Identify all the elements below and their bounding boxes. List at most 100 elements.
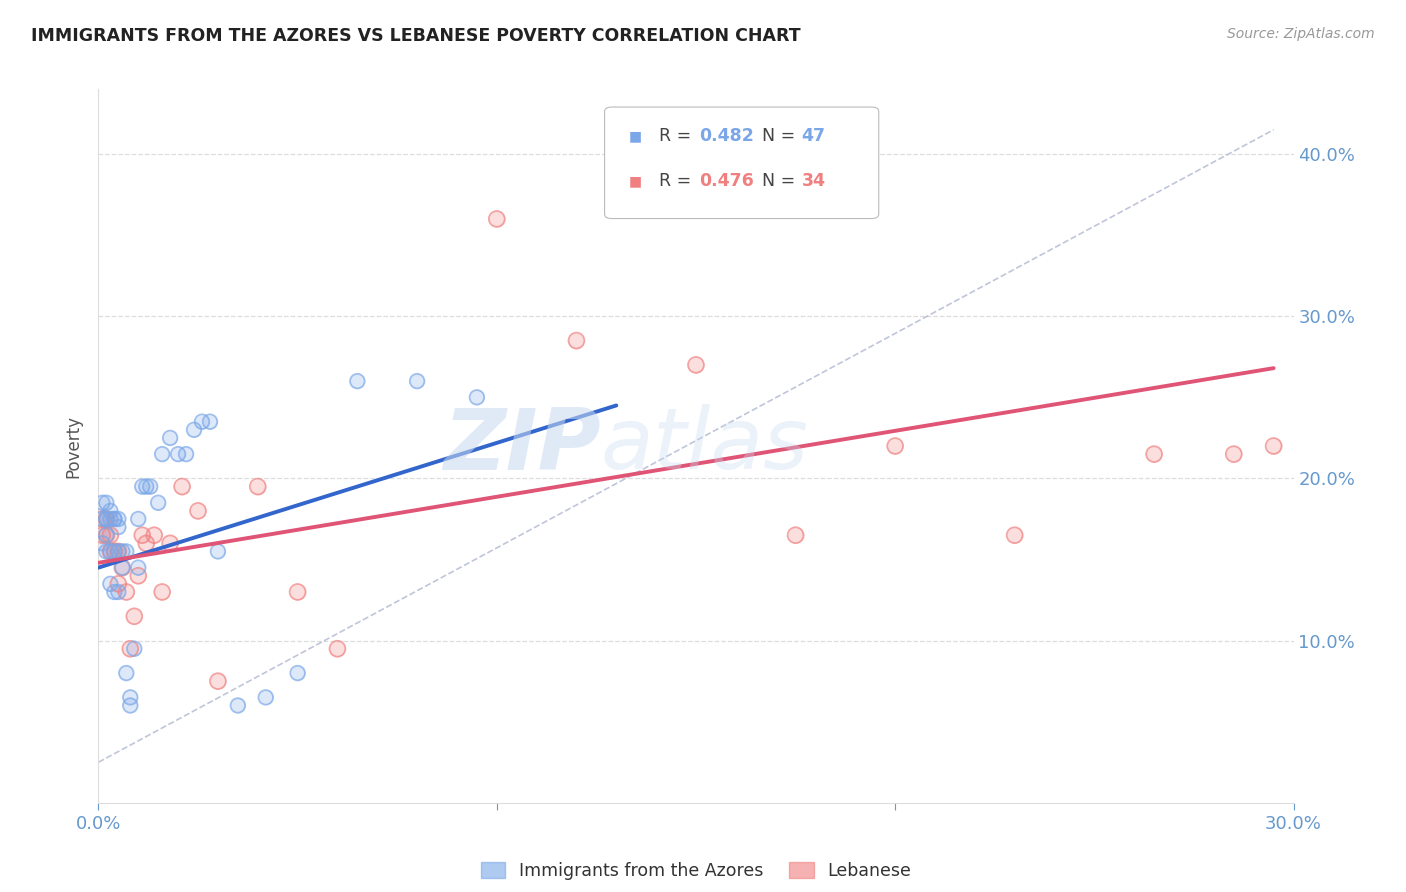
- Point: [127, 560, 149, 574]
- Text: atlas: atlas: [600, 404, 808, 488]
- Point: [100, 512, 122, 526]
- Point: [100, 504, 122, 518]
- Point: [96, 512, 118, 526]
- Point: [685, 358, 707, 372]
- Legend: Immigrants from the Azores, Lebanese: Immigrants from the Azores, Lebanese: [474, 855, 918, 887]
- Point: [150, 447, 173, 461]
- Text: Source: ZipAtlas.com: Source: ZipAtlas.com: [1227, 27, 1375, 41]
- Point: [131, 479, 153, 493]
- Point: [139, 479, 162, 493]
- Point: [143, 528, 166, 542]
- Point: [226, 698, 249, 713]
- Point: [187, 504, 209, 518]
- Point: [91, 512, 114, 526]
- Point: [100, 577, 122, 591]
- Point: [91, 496, 114, 510]
- Point: [103, 512, 125, 526]
- Point: [183, 423, 205, 437]
- Point: [124, 641, 146, 656]
- Point: [100, 544, 122, 558]
- Point: [127, 560, 149, 574]
- Point: [103, 544, 125, 558]
- Point: [191, 415, 214, 429]
- Point: [91, 512, 114, 526]
- Point: [103, 512, 125, 526]
- Point: [111, 560, 134, 574]
- Point: [96, 528, 118, 542]
- Point: [207, 544, 229, 558]
- Point: [96, 496, 118, 510]
- Point: [346, 374, 368, 388]
- Point: [100, 512, 122, 526]
- Point: [103, 544, 125, 558]
- Point: [1263, 439, 1285, 453]
- Point: [107, 585, 129, 599]
- Point: [183, 423, 205, 437]
- Point: [191, 415, 214, 429]
- Point: [127, 512, 149, 526]
- Point: [1222, 447, 1246, 461]
- Point: [131, 528, 153, 542]
- Point: [135, 479, 157, 493]
- Point: [287, 666, 309, 681]
- Point: [785, 528, 807, 542]
- Point: [287, 666, 309, 681]
- Point: [107, 585, 129, 599]
- Point: [96, 512, 118, 526]
- Point: [785, 528, 807, 542]
- Point: [115, 585, 138, 599]
- Point: [127, 512, 149, 526]
- Point: [485, 211, 508, 226]
- Point: [465, 390, 488, 404]
- Point: [103, 585, 125, 599]
- Point: [187, 504, 209, 518]
- Point: [91, 536, 114, 550]
- Point: [107, 512, 129, 526]
- Text: R =: R =: [659, 128, 697, 145]
- Point: [150, 447, 173, 461]
- Point: [115, 666, 138, 681]
- Text: ■: ■: [628, 174, 641, 188]
- Point: [226, 698, 249, 713]
- Point: [485, 211, 508, 226]
- Point: [198, 415, 221, 429]
- Point: [287, 585, 309, 599]
- Point: [100, 528, 122, 542]
- Point: [100, 544, 122, 558]
- Point: [111, 544, 134, 558]
- Point: [207, 674, 229, 689]
- Point: [107, 544, 129, 558]
- Point: [1143, 447, 1166, 461]
- Point: [131, 479, 153, 493]
- Text: ■: ■: [628, 129, 641, 144]
- Point: [100, 528, 122, 542]
- Point: [100, 504, 122, 518]
- Point: [103, 544, 125, 558]
- Point: [111, 560, 134, 574]
- Point: [246, 479, 269, 493]
- Point: [167, 447, 190, 461]
- Point: [124, 641, 146, 656]
- Point: [884, 439, 907, 453]
- Point: [115, 544, 138, 558]
- Point: [1004, 528, 1026, 542]
- Point: [107, 577, 129, 591]
- Point: [96, 544, 118, 558]
- Point: [96, 512, 118, 526]
- Point: [159, 536, 181, 550]
- Point: [135, 536, 157, 550]
- Point: [96, 512, 118, 526]
- Point: [124, 609, 146, 624]
- Point: [115, 544, 138, 558]
- Point: [127, 568, 149, 582]
- Point: [107, 544, 129, 558]
- Point: [120, 641, 142, 656]
- Point: [465, 390, 488, 404]
- Point: [135, 536, 157, 550]
- Point: [120, 698, 142, 713]
- Point: [139, 479, 162, 493]
- Point: [111, 544, 134, 558]
- Point: [406, 374, 429, 388]
- Point: [346, 374, 368, 388]
- Point: [1222, 447, 1246, 461]
